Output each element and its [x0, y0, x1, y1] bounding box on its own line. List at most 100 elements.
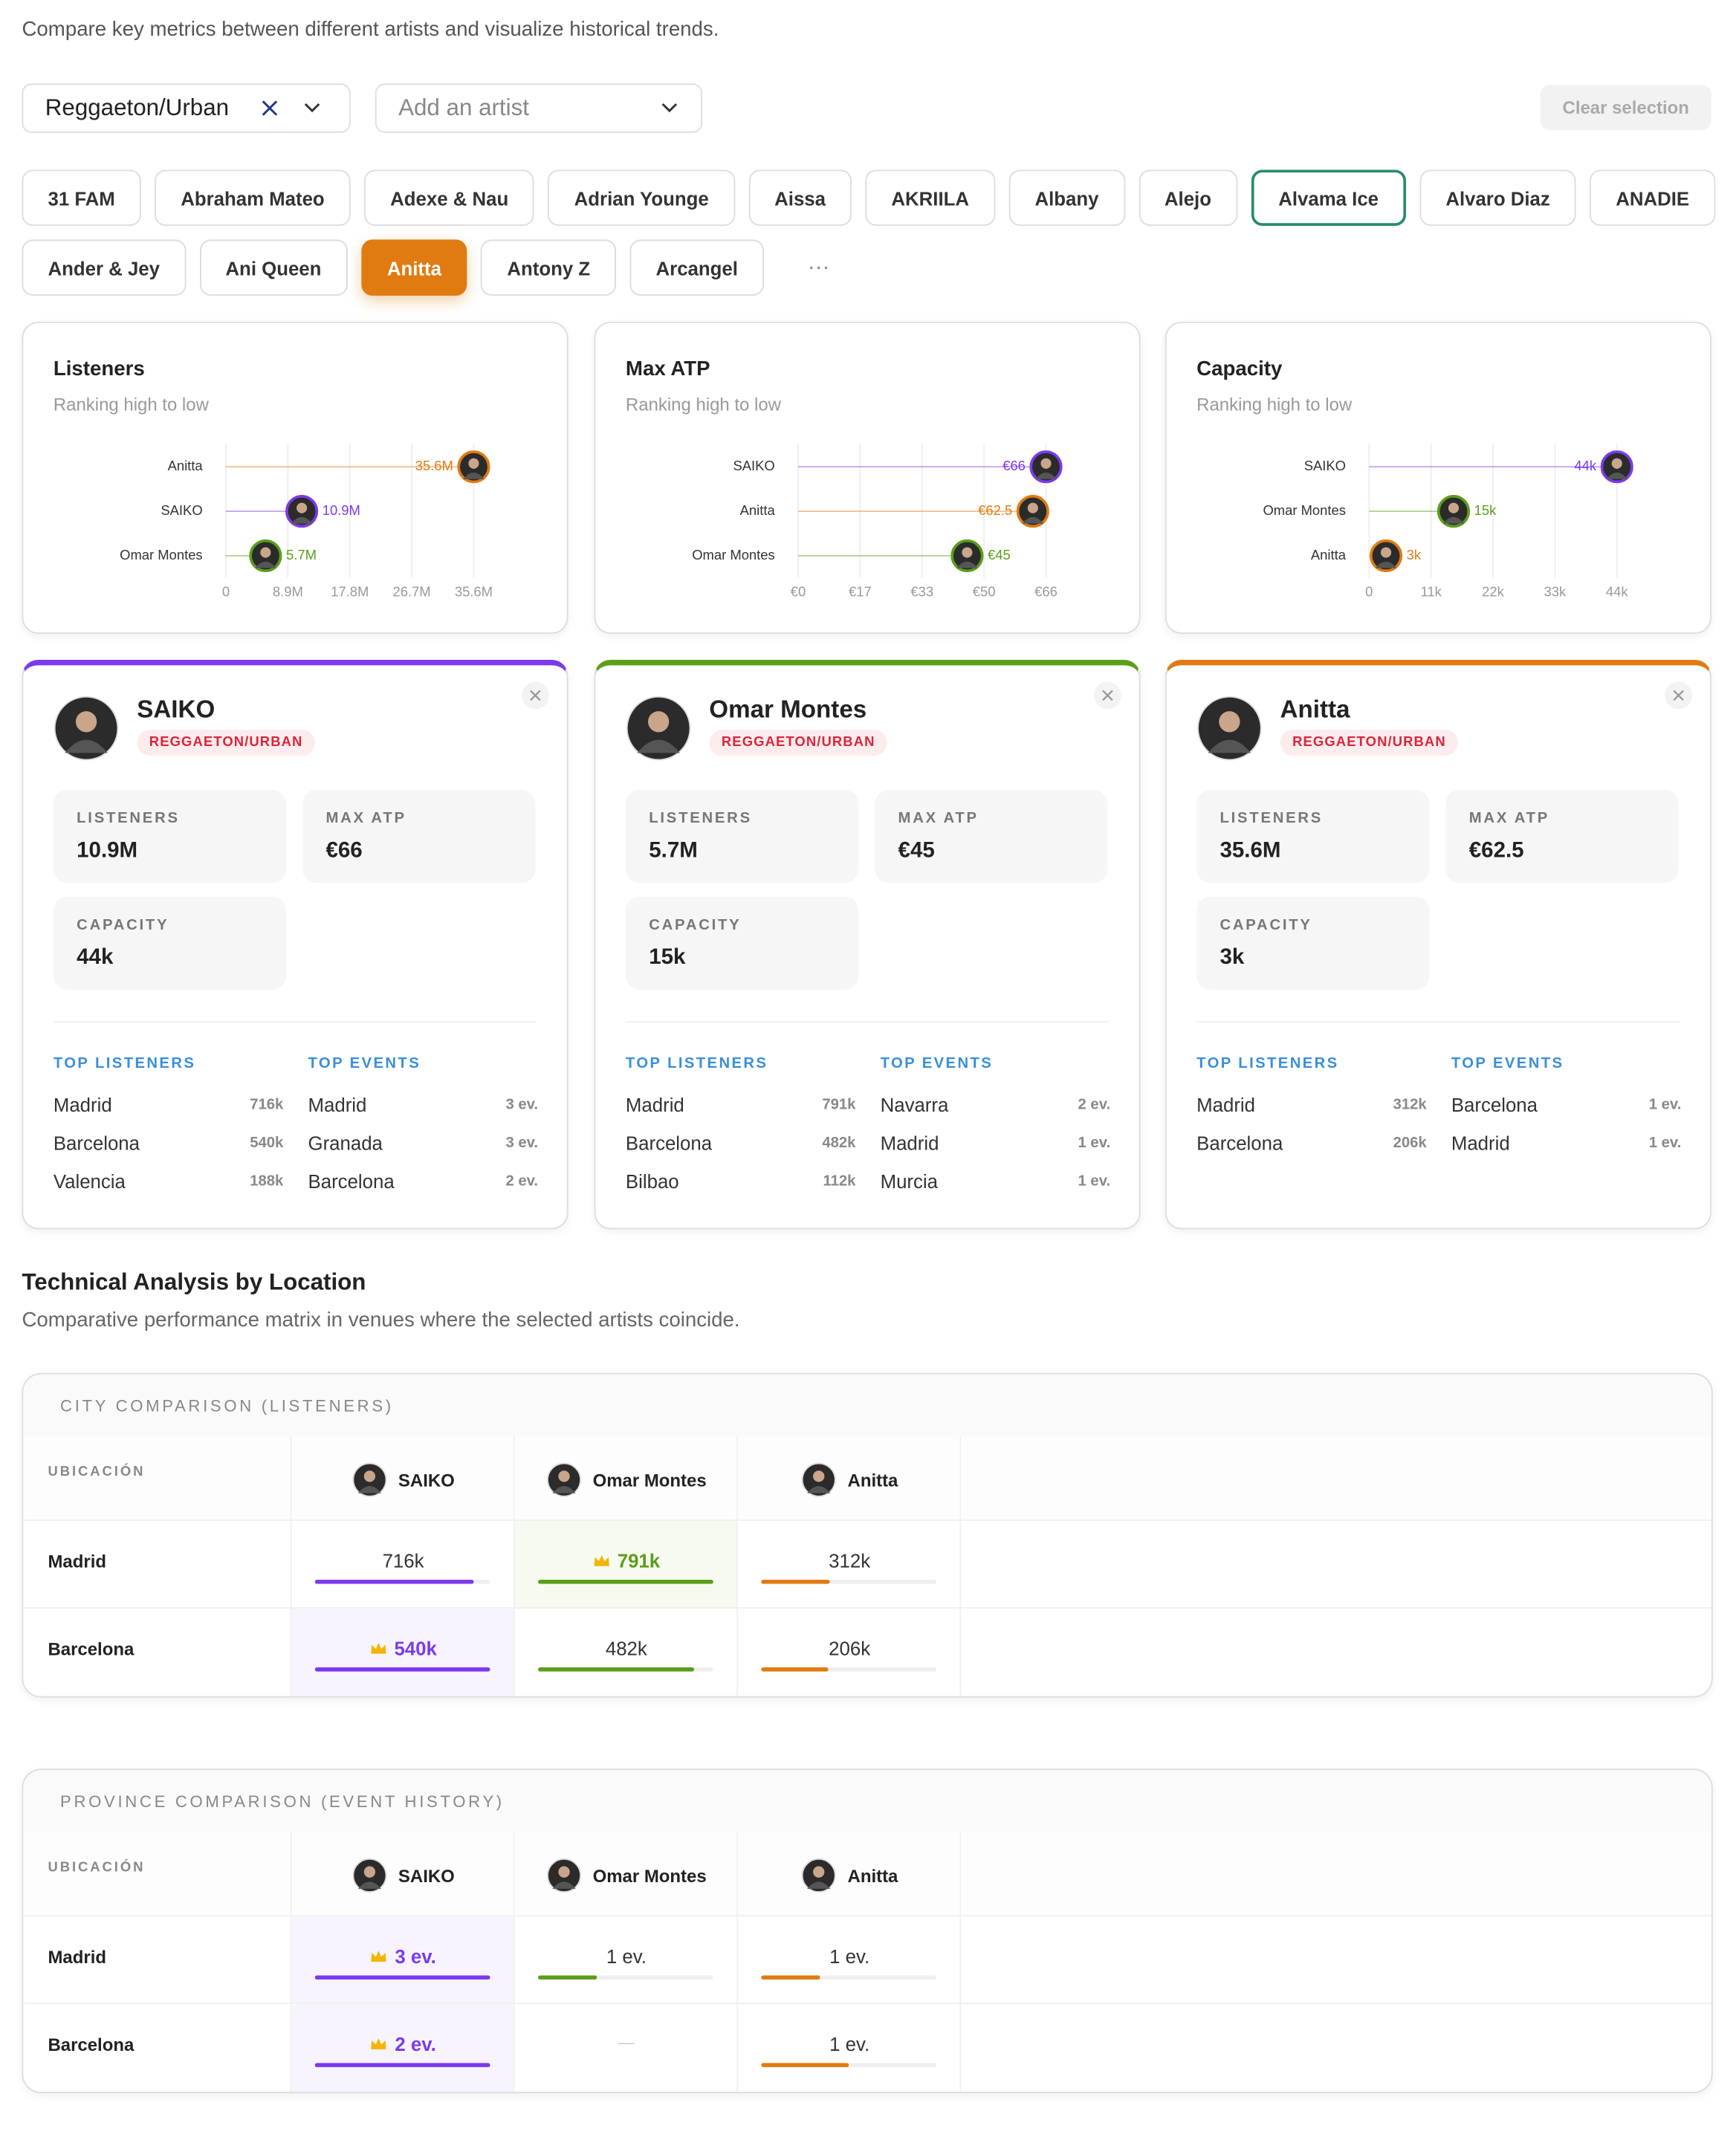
avatar-body	[552, 1485, 576, 1494]
close-icon	[1102, 690, 1113, 701]
dot	[1600, 450, 1633, 484]
artist-chip[interactable]: Arcangel	[629, 239, 764, 296]
avatar	[54, 696, 119, 761]
artist-chip[interactable]: Antony Z	[481, 239, 617, 296]
close-button[interactable]	[521, 681, 549, 710]
value-cell: 3 ev.	[291, 1945, 514, 1967]
close-button[interactable]	[1665, 681, 1693, 710]
column-name: Anitta	[847, 1469, 898, 1491]
value-label: 10.9M	[323, 502, 360, 518]
list-value: 540k	[250, 1135, 284, 1152]
column-avatar	[352, 1462, 387, 1498]
artist-chip[interactable]: Alvaro Diaz	[1419, 169, 1576, 226]
table-cell	[738, 2004, 962, 2092]
dot-avatar	[1600, 450, 1633, 484]
column-name: Omar Montes	[592, 1865, 707, 1886]
artist-chip[interactable]: Alejo	[1138, 169, 1237, 226]
crown-icon	[371, 1641, 386, 1653]
list-row: Madrid 1 ev.	[1451, 1132, 1682, 1154]
bar	[314, 2063, 490, 2067]
list-value: 482k	[822, 1135, 856, 1152]
value-cell: 1 ev.	[515, 1945, 738, 1967]
avatar-head	[558, 1866, 570, 1878]
page-subtitle: Compare key metrics between different ar…	[22, 17, 719, 42]
list-row: Navarra 2 ev.	[881, 1094, 1111, 1115]
artist-chip[interactable]: Anitta	[360, 239, 467, 296]
close-button[interactable]	[1093, 681, 1121, 710]
artist-chip[interactable]: Ani Queen	[199, 239, 348, 296]
table-title: CITY COMPARISON (LISTENERS)	[60, 1396, 394, 1416]
list-header: TOP EVENTS	[880, 1055, 994, 1072]
avatar-head	[647, 711, 670, 733]
avatar-body	[291, 516, 313, 524]
search-placeholder: Add an artist	[398, 94, 529, 121]
list-row: Madrid 716k	[54, 1094, 284, 1115]
dot	[285, 494, 319, 528]
crown	[594, 1554, 609, 1566]
avatar-body	[1035, 472, 1057, 479]
dot-avatar	[285, 494, 319, 528]
chart-subtitle: Ranking high to low	[1196, 394, 1353, 415]
value-cell: 206k	[738, 1637, 961, 1659]
artist-card: Omar Montes REGGAETON/URBAN LISTENERS 5.7M M…	[594, 659, 1141, 1230]
table-cell	[291, 1916, 515, 2005]
bar-track	[761, 1580, 937, 1584]
list-row: Valencia 188k	[54, 1170, 284, 1192]
table-cell	[961, 1609, 1711, 1696]
artist-chip[interactable]: ANADIE	[1590, 169, 1716, 226]
genre-value: Reggaeton/Urban	[45, 94, 230, 121]
x-tick-label: 26.7M	[392, 584, 430, 600]
value-label: 2 ev.	[395, 2032, 436, 2055]
x-tick-label: 0	[222, 584, 230, 600]
table-cell	[961, 1521, 1711, 1609]
dot-avatar	[1016, 494, 1049, 528]
clear-button[interactable]: Clear selection	[1540, 85, 1711, 131]
value-cell: 716k	[291, 1549, 514, 1571]
avatar-head	[1040, 458, 1052, 469]
artist-search[interactable]: Add an artist	[375, 83, 703, 133]
avatar-body	[637, 739, 680, 753]
close-x	[530, 690, 541, 701]
artist-chip[interactable]: Albany	[1008, 169, 1125, 226]
list-row: Madrid 312k	[1196, 1094, 1427, 1115]
x-tick-label: 44k	[1606, 584, 1628, 600]
artist-chip[interactable]: Abraham Mateo	[155, 169, 351, 226]
genre-pill: REGGAETON/URBAN	[709, 729, 888, 756]
x-tick-label: 0	[1365, 584, 1373, 600]
metric-tile: MAX ATP €62.5	[1445, 790, 1679, 884]
list-value: 188k	[250, 1173, 284, 1190]
chart-title: Capacity	[1196, 357, 1283, 381]
artist-chip[interactable]: Aissa	[748, 169, 852, 226]
list-city: Madrid	[53, 1093, 112, 1116]
column-name: SAIKO	[398, 1469, 455, 1491]
bar	[761, 2063, 849, 2067]
chart-title: Listeners	[53, 357, 145, 381]
artist-chip[interactable]: 31 FAM	[22, 169, 141, 226]
value-cell: —	[515, 2033, 738, 2052]
artist-chip[interactable]: Adrian Younge	[548, 169, 735, 226]
genre-select[interactable]: Reggaeton/Urban	[22, 83, 351, 133]
artist-name: Anitta	[1280, 695, 1350, 723]
artist-avatar	[54, 696, 119, 768]
artist-card: SAIKO REGGAETON/URBAN LISTENERS 10.9M MAX AT…	[22, 659, 569, 1230]
table-cell	[514, 1520, 738, 1609]
more-button[interactable]: ···	[807, 255, 830, 279]
avatar-head	[813, 1866, 825, 1878]
x-tick-label: 22k	[1482, 584, 1504, 600]
list-row: Madrid 1 ev.	[881, 1132, 1111, 1154]
artist-chip[interactable]: AKRIILA	[865, 169, 996, 226]
avatar	[801, 1858, 836, 1893]
x-tick-label: €50	[973, 584, 996, 600]
table-cell	[291, 2004, 515, 2092]
artist-chip[interactable]: Ander & Jey	[22, 239, 187, 296]
value-label: €66	[1003, 458, 1026, 473]
artist-chip[interactable]: Alvama Ice	[1251, 169, 1406, 226]
chart-card: Listeners Ranking high to low 0 8.9M 17.8M 26…	[22, 321, 569, 634]
metric-label: LISTENERS	[77, 810, 180, 827]
value-label: 3 ev.	[395, 1945, 436, 1968]
list-city: Madrid	[880, 1132, 939, 1155]
location-header: UBICACIÓN	[48, 1465, 146, 1480]
column-name: Anitta	[847, 1865, 898, 1886]
artist-chip[interactable]: Adexe & Nau	[364, 169, 535, 226]
list-value: 1 ev.	[1078, 1135, 1111, 1152]
